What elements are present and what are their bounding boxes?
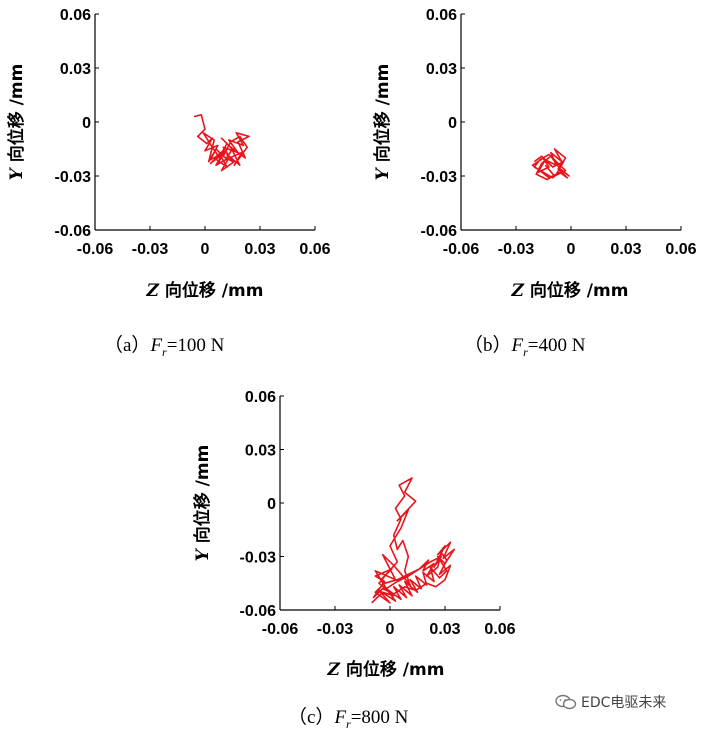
watermark-text: EDC电驱未来 bbox=[581, 695, 667, 711]
y-tick-label: 0 bbox=[448, 115, 457, 132]
y-tick-label: 0.03 bbox=[60, 61, 91, 78]
x-tick-label: -0.06 bbox=[443, 241, 480, 258]
caption-c-var: F bbox=[334, 707, 347, 728]
x-tick-label: -0.06 bbox=[262, 621, 299, 638]
caption-b: （b）Fr=400 N bbox=[464, 330, 585, 360]
x-tick-label: -0.06 bbox=[77, 241, 114, 258]
y-tick-label: 0.06 bbox=[245, 389, 276, 406]
x-tick-label: -0.03 bbox=[132, 241, 169, 258]
y-tick-label: -0.03 bbox=[240, 550, 277, 567]
wechat-icon bbox=[555, 694, 577, 710]
y-axis-title: Y 向位移 /mm bbox=[372, 64, 393, 181]
caption-c: （c）Fr=800 N bbox=[288, 702, 408, 732]
y-tick-label: -0.03 bbox=[55, 169, 92, 186]
trajectory-series-0 bbox=[531, 148, 571, 181]
caption-a-sub: r bbox=[162, 344, 167, 359]
caption-a-var: F bbox=[150, 335, 163, 356]
y-tick-label: 0.06 bbox=[60, 7, 91, 24]
x-tick-label: 0.03 bbox=[610, 241, 641, 258]
caption-b-sub: r bbox=[523, 344, 528, 359]
x-axis-title: Z 向位移 /mm bbox=[327, 659, 445, 680]
caption-a-prefix: （a） bbox=[104, 335, 151, 356]
caption-b-var: F bbox=[511, 335, 524, 356]
y-tick-label: -0.06 bbox=[240, 603, 277, 620]
x-tick-label: -0.03 bbox=[317, 621, 354, 638]
x-axis-title: Z 向位移 /mm bbox=[511, 280, 629, 301]
x-tick-label: 0.06 bbox=[299, 241, 330, 258]
y-tick-label: 0 bbox=[267, 496, 276, 513]
caption-c-sub: r bbox=[346, 716, 351, 731]
x-tick-label: 0 bbox=[201, 241, 210, 258]
y-tick-label: -0.06 bbox=[55, 223, 92, 240]
caption-b-prefix: （b） bbox=[464, 335, 512, 356]
x-tick-label: 0 bbox=[567, 241, 576, 258]
y-tick-label: 0.03 bbox=[426, 61, 457, 78]
caption-a: （a）Fr=100 N bbox=[104, 330, 224, 360]
y-tick-label: -0.03 bbox=[421, 169, 458, 186]
x-tick-label: 0.06 bbox=[665, 241, 696, 258]
y-tick-label: 0 bbox=[82, 115, 91, 132]
chart-a: -0.06 -0.03 0 0.03 0.06 -0.06 -0.03 0 0.03 0.06 Z … bbox=[6, 7, 331, 301]
trajectory-series-0 bbox=[371, 477, 456, 604]
caption-b-suffix: =400 N bbox=[527, 335, 586, 356]
watermark: EDC电驱未来 bbox=[555, 692, 666, 712]
y-tick-label: 0.06 bbox=[426, 7, 457, 24]
chart-b: -0.06 -0.03 0 0.03 0.06 -0.06 -0.03 0 0.03 0.06 Z … bbox=[372, 7, 697, 301]
chart-c: -0.06 -0.03 0 0.03 0.06 -0.06 -0.03 0 0.03 0.06 Z … bbox=[192, 389, 516, 680]
x-tick-label: 0.06 bbox=[484, 621, 515, 638]
trajectory-series-0 bbox=[193, 114, 250, 172]
y-tick-label: -0.06 bbox=[421, 223, 458, 240]
x-axis-title: Z 向位移 /mm bbox=[146, 280, 264, 301]
y-axis-title: Y 向位移 /mm bbox=[6, 64, 27, 181]
x-tick-label: -0.03 bbox=[498, 241, 535, 258]
x-tick-label: 0.03 bbox=[429, 621, 460, 638]
x-tick-label: 0 bbox=[386, 621, 395, 638]
x-tick-label: 0.03 bbox=[244, 241, 275, 258]
y-axis-title: Y 向位移 /mm bbox=[192, 445, 213, 562]
caption-c-suffix: =800 N bbox=[350, 707, 409, 728]
y-tick-label: 0.03 bbox=[245, 443, 276, 460]
caption-a-suffix: =100 N bbox=[166, 335, 225, 356]
caption-c-prefix: （c） bbox=[288, 707, 335, 728]
